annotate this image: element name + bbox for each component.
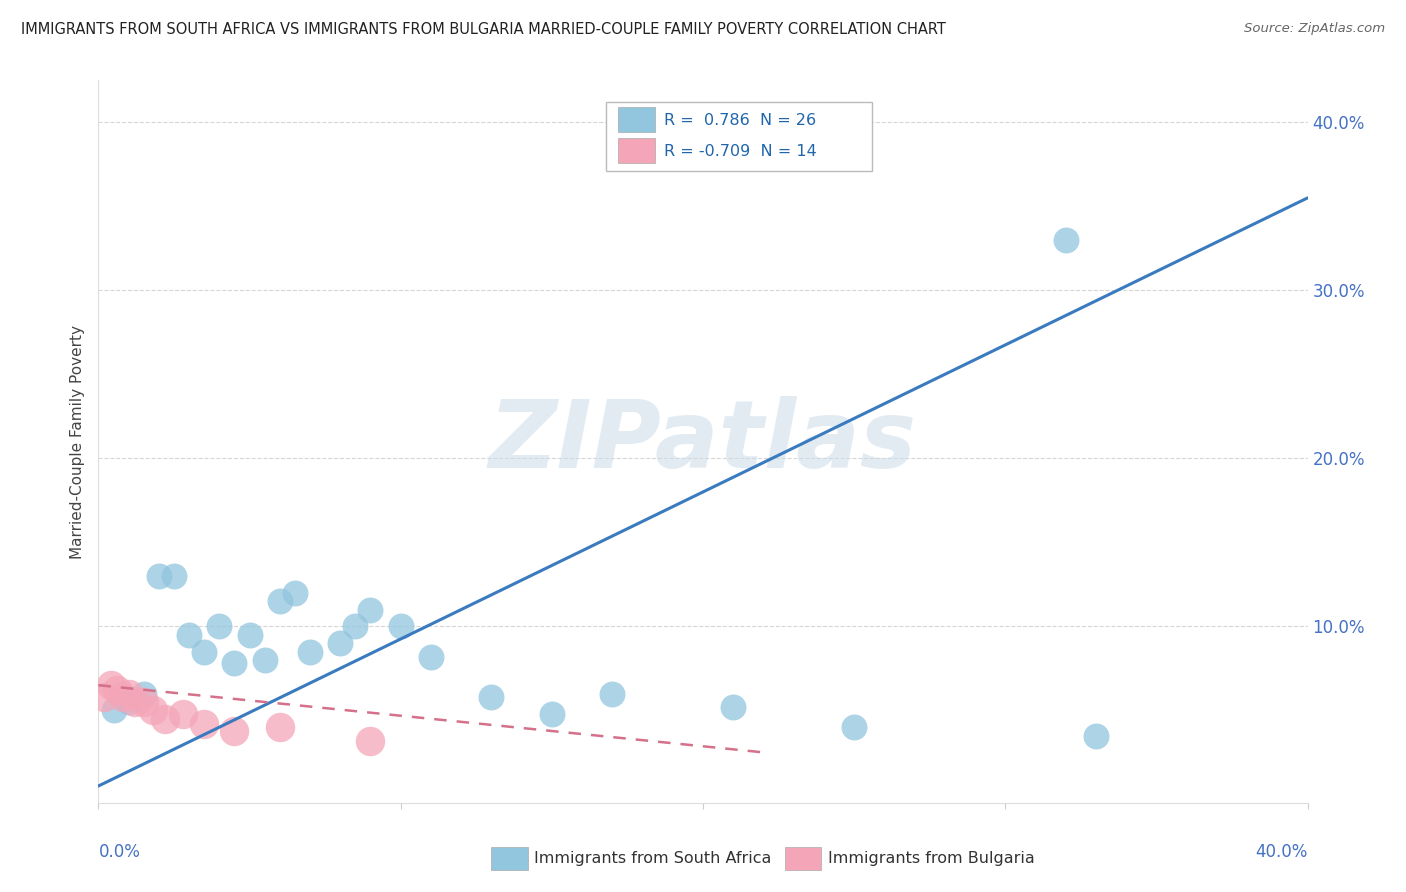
Point [93,690,115,704]
Point [602,687,624,701]
Point [284,586,307,600]
Point [111,690,134,704]
Point [172,706,194,721]
Point [1054,233,1077,247]
Point [329,636,352,650]
Point [124,695,146,709]
FancyBboxPatch shape [619,138,655,163]
FancyBboxPatch shape [492,847,527,870]
Point [1085,729,1108,743]
Point [153,712,176,726]
Text: ZIPatlas: ZIPatlas [489,395,917,488]
Point [132,687,155,701]
Point [360,602,382,616]
Point [360,733,382,747]
Y-axis label: Married-Couple Family Poverty: Married-Couple Family Poverty [69,325,84,558]
FancyBboxPatch shape [785,847,821,870]
Point [103,703,125,717]
Point [132,695,155,709]
Point [224,657,246,671]
Point [723,700,745,714]
Point [389,619,412,633]
Point [142,703,165,717]
Point [224,723,246,738]
FancyBboxPatch shape [606,102,872,170]
FancyBboxPatch shape [619,107,655,132]
Point [253,653,276,667]
Point [299,644,322,658]
Text: Source: ZipAtlas.com: Source: ZipAtlas.com [1244,22,1385,36]
Point [344,619,367,633]
Point [844,720,866,734]
Point [100,678,122,692]
Point [163,569,186,583]
Text: IMMIGRANTS FROM SOUTH AFRICA VS IMMIGRANTS FROM BULGARIA MARRIED-COUPLE FAMILY P: IMMIGRANTS FROM SOUTH AFRICA VS IMMIGRAN… [21,22,946,37]
Point [269,594,291,608]
Point [208,619,231,633]
Point [481,690,503,704]
Point [239,628,262,642]
Point [540,706,562,721]
Text: Immigrants from South Africa: Immigrants from South Africa [534,851,770,866]
Point [420,649,443,664]
Point [193,644,215,658]
Point [193,716,215,731]
Point [269,720,291,734]
Point [179,628,201,642]
Text: Immigrants from Bulgaria: Immigrants from Bulgaria [828,851,1035,866]
Text: R =  0.786  N = 26: R = 0.786 N = 26 [664,112,817,128]
Text: R = -0.709  N = 14: R = -0.709 N = 14 [664,144,817,159]
Text: 0.0%: 0.0% [98,843,141,861]
Point [118,695,141,709]
Point [148,569,170,583]
Point [105,683,128,698]
Text: 40.0%: 40.0% [1256,843,1308,861]
Point [118,687,141,701]
